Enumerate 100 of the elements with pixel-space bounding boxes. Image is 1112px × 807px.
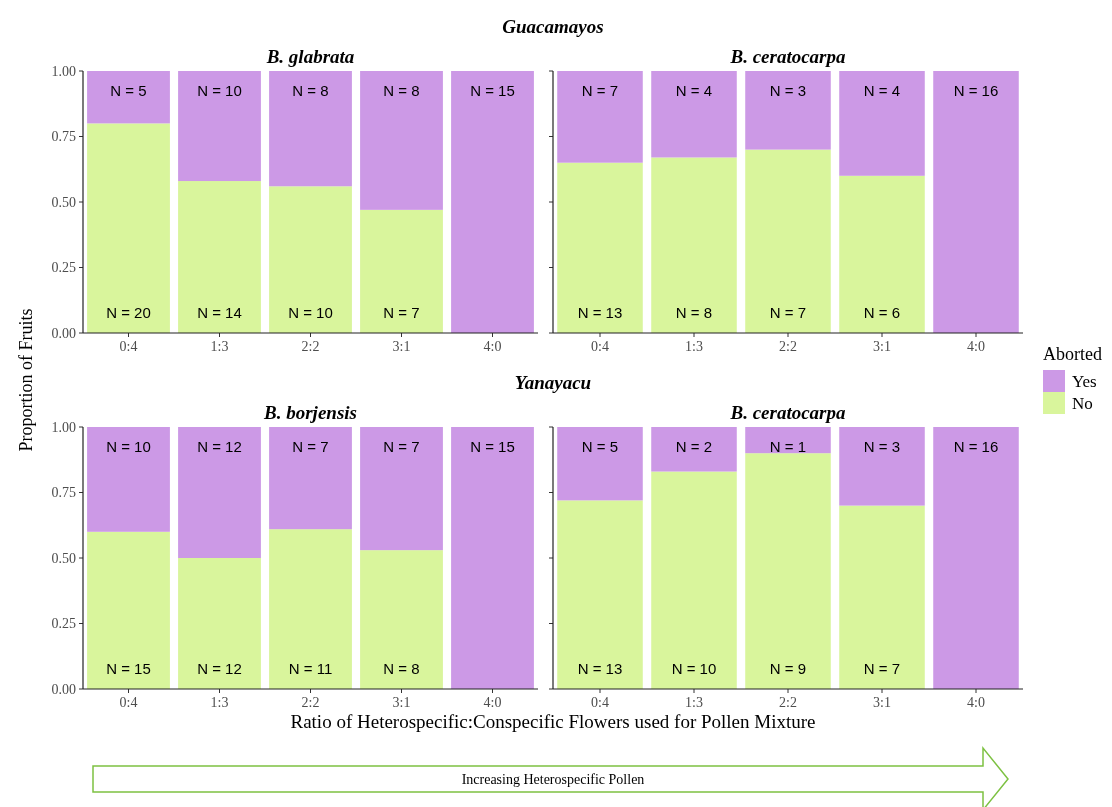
annotation: N = 15 xyxy=(470,82,515,100)
text: Yanayacu xyxy=(514,372,592,393)
bar xyxy=(360,550,443,689)
bar xyxy=(269,186,352,333)
y-tick-label: 0.25 xyxy=(51,616,76,632)
bar xyxy=(839,427,925,506)
annotation: N = 3 xyxy=(863,438,901,456)
annotation: N = 8 xyxy=(292,82,329,100)
annotation: N = 3 xyxy=(769,82,807,100)
annotation: N = 1 xyxy=(769,438,807,456)
x-tick-label: 2:2 xyxy=(779,695,797,710)
bar xyxy=(451,71,534,333)
bar xyxy=(839,175,925,333)
bar xyxy=(269,71,352,187)
annotation: N = 7 xyxy=(292,438,329,456)
annotation: N = 10 xyxy=(671,660,717,678)
annotation: N = 13 xyxy=(577,304,623,322)
bar xyxy=(651,427,737,472)
y-tick-label: 0.00 xyxy=(51,681,76,697)
bar xyxy=(839,505,925,689)
annotation: N = 5 xyxy=(581,438,619,456)
annotation: N = 10 xyxy=(106,438,151,456)
x-tick-label: 3:1 xyxy=(873,695,891,710)
x-tick-label: 3:1 xyxy=(873,339,891,354)
bar xyxy=(745,427,831,454)
x-tick-label: 2:2 xyxy=(301,695,320,710)
y-axis-title: Proportion of Fruits xyxy=(16,308,36,452)
annotation: N = 7 xyxy=(581,82,619,100)
text: Guacamayos xyxy=(502,16,604,37)
bar xyxy=(745,149,831,333)
annotation: N = 7 xyxy=(769,304,807,322)
y-tick-label: 1.00 xyxy=(51,419,76,435)
x-tick-label: 0:4 xyxy=(119,339,138,354)
y-tick-label: 1.00 xyxy=(51,63,76,79)
chart-title: B. ceratocarpa xyxy=(729,46,847,67)
bar xyxy=(178,427,261,558)
bar xyxy=(933,427,1019,689)
bar xyxy=(451,427,534,689)
annotation: N = 7 xyxy=(863,660,901,678)
y-tick-label: 0.50 xyxy=(51,550,76,566)
legend-label: No xyxy=(1072,393,1093,413)
bar xyxy=(745,453,831,689)
annotation: N = 12 xyxy=(197,438,242,456)
x-tick-label: 3:1 xyxy=(392,339,411,354)
annotation: N = 4 xyxy=(675,82,713,100)
bar xyxy=(745,71,831,150)
annotation: N = 8 xyxy=(383,660,420,678)
annotation: N = 7 xyxy=(383,304,420,322)
annotation: N = 20 xyxy=(106,304,151,322)
annotation: N = 16 xyxy=(953,82,999,100)
bar xyxy=(933,71,1019,333)
x-tick-label: 0:4 xyxy=(119,695,138,710)
bar xyxy=(178,558,261,689)
bar xyxy=(651,71,737,158)
annotation: N = 15 xyxy=(106,660,151,678)
bar xyxy=(557,162,643,333)
bar xyxy=(360,427,443,551)
y-tick-label: 0.25 xyxy=(51,260,76,276)
legend-title: Aborted xyxy=(1043,344,1102,364)
annotation: N = 7 xyxy=(383,438,420,456)
bar xyxy=(651,471,737,689)
bar xyxy=(87,531,170,689)
annotation: N = 16 xyxy=(953,438,999,456)
x-axis-title: Ratio of Heterospecific:Conspecific Flowers used for Pollen Mixture xyxy=(290,711,816,732)
bar xyxy=(360,71,443,210)
annotation: N = 12 xyxy=(197,660,242,678)
annotation: N = 5 xyxy=(110,82,147,100)
annotation: N = 8 xyxy=(675,304,713,322)
text: Increasing Heterospecific Pollen xyxy=(461,772,645,787)
bar xyxy=(839,71,925,176)
bar xyxy=(178,181,261,333)
annotation: N = 15 xyxy=(470,438,515,456)
y-tick-label: 0.75 xyxy=(51,129,76,145)
x-tick-label: 4:0 xyxy=(483,695,502,710)
y-tick-label: 0.75 xyxy=(51,485,76,501)
annotation: N = 13 xyxy=(577,660,623,678)
annotation: N = 6 xyxy=(863,304,901,322)
y-tick-label: 0.00 xyxy=(51,325,76,341)
x-tick-label: 4:0 xyxy=(967,695,985,710)
bar xyxy=(178,71,261,182)
chart-title: B. glabrata xyxy=(265,46,355,67)
bar xyxy=(269,427,352,530)
legend-label: Yes xyxy=(1072,371,1097,391)
bar xyxy=(557,427,643,501)
x-tick-label: 1:3 xyxy=(210,695,229,710)
annotation: N = 4 xyxy=(863,82,901,100)
x-tick-label: 1:3 xyxy=(685,339,703,354)
chart-title: B. borjensis xyxy=(263,402,357,423)
bar xyxy=(87,123,170,333)
annotation: N = 14 xyxy=(197,304,242,322)
x-tick-label: 2:2 xyxy=(301,339,320,354)
bar xyxy=(557,500,643,689)
x-tick-label: 2:2 xyxy=(779,339,797,354)
bar xyxy=(360,209,443,333)
x-tick-label: 4:0 xyxy=(967,339,985,354)
annotation: N = 2 xyxy=(675,438,713,456)
annotation: N = 10 xyxy=(197,82,242,100)
annotation: N = 8 xyxy=(383,82,420,100)
x-tick-label: 0:4 xyxy=(591,339,609,354)
bar xyxy=(87,427,170,532)
